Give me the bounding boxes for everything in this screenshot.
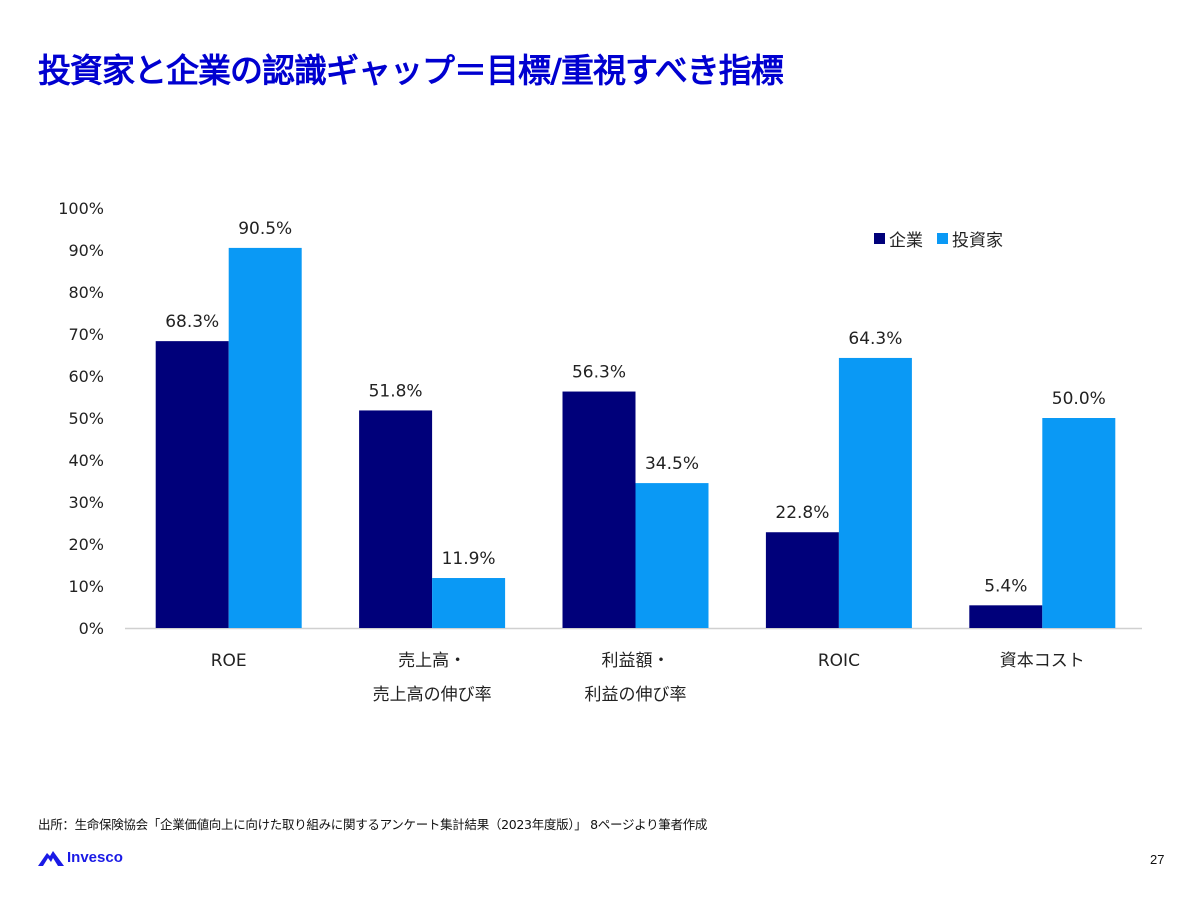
category-label: ROIC <box>818 651 860 671</box>
legend-label-toshika: 投資家 <box>952 231 1003 251</box>
data-label: 11.9% <box>442 549 496 569</box>
y-tick-label: 20% <box>68 535 104 554</box>
y-tick-label: 90% <box>68 241 104 260</box>
data-label: 22.8% <box>775 503 829 523</box>
y-tick-label: 50% <box>68 409 104 428</box>
category-label: 売上高の伸び率 <box>373 685 492 705</box>
bar-kigyo <box>359 410 433 628</box>
y-tick-label: 70% <box>68 325 104 344</box>
bar-kigyo <box>155 341 229 628</box>
bar-kigyo <box>562 391 636 628</box>
data-label: 5.4% <box>984 576 1027 596</box>
y-tick-label: 80% <box>68 283 104 302</box>
y-tick-label: 100% <box>58 199 104 218</box>
legend-item-kigyo: 企業 <box>874 226 923 251</box>
legend-label-kigyo: 企業 <box>889 231 923 251</box>
page-number: 27 <box>1150 852 1165 867</box>
data-label: 51.8% <box>369 381 423 401</box>
bar-toshika <box>635 483 709 628</box>
data-label: 90.5% <box>238 219 292 239</box>
y-tick-label: 30% <box>68 493 104 512</box>
slide-title: 投資家と企業の認識ギャップ＝目標/重視すべき指標 <box>38 51 784 90</box>
y-axis-ticks: 0% 10% 20% 30% 40% 50% 60% 70% 80% 90% 100% <box>58 199 104 638</box>
logo-text: Invesco <box>67 849 123 866</box>
category-labels: ROE 売上高・売上高の伸び率 利益額・利益の伸び率 ROIC 資本コスト <box>211 651 1085 705</box>
legend-swatch-toshika <box>937 233 948 244</box>
y-tick-label: 60% <box>68 367 104 386</box>
data-labels: 68.3% 90.5% 51.8% 11.9% 56.3% 34.5% 22.8% 64.3%… <box>165 219 1106 596</box>
bar-kigyo <box>969 605 1043 628</box>
y-tick-label: 10% <box>68 577 104 596</box>
category-label: 利益の伸び率 <box>585 685 687 705</box>
bar-toshika <box>432 578 506 628</box>
category-label: 資本コスト <box>1000 651 1085 671</box>
mountain-icon <box>38 850 64 866</box>
data-label: 34.5% <box>645 454 699 474</box>
y-tick-label: 0% <box>79 619 104 638</box>
category-label: 利益額・ <box>602 651 670 671</box>
source-note: 出所：生命保険協会「企業価値向上に向けた取り組みに関するアンケート集計結果（20… <box>38 817 708 832</box>
legend-swatch-kigyo <box>874 233 885 244</box>
data-label: 68.3% <box>165 312 219 332</box>
legend-item-toshika: 投資家 <box>937 226 1003 251</box>
category-label: 売上高・ <box>398 651 466 671</box>
bar-toshika <box>228 247 302 628</box>
y-tick-label: 40% <box>68 451 104 470</box>
invesco-logo: Invesco <box>38 849 123 866</box>
bar-kigyo <box>765 532 839 628</box>
bar-toshika <box>838 357 912 628</box>
data-label: 56.3% <box>572 363 626 383</box>
bars <box>155 247 1116 628</box>
legend: 企業 投資家 <box>874 226 1017 251</box>
category-label: ROE <box>211 651 247 671</box>
data-label: 64.3% <box>848 329 902 349</box>
data-label: 50.0% <box>1052 389 1106 409</box>
bar-toshika <box>1042 418 1116 628</box>
